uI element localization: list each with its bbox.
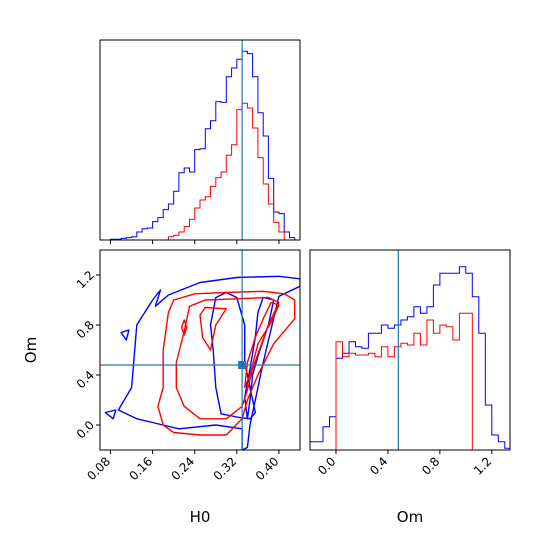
h0-histogram-panel (99, 39, 301, 244)
blue-histogram-series (310, 266, 510, 449)
panel-frame (99, 249, 301, 451)
x-tick-label: 0.08 (84, 454, 113, 483)
x-axis-label-om: Om (397, 508, 423, 526)
x-axis-label-h0: H0 (190, 508, 211, 526)
x-tick-label: 1.2 (471, 454, 494, 477)
red-contour-5 (157, 290, 296, 436)
h0-om-contour-panel: 0.08 0.16 0.24 0.32 0.40 0.0 0.4 0.8 1.2 (74, 249, 301, 483)
blue-contour-4 (120, 329, 130, 341)
contour-group (104, 275, 300, 450)
red-contour-9 (180, 319, 188, 336)
y-tick-label: 0.4 (74, 368, 97, 391)
red-contour-7 (199, 306, 227, 351)
y-axis-label-om: Om (22, 337, 40, 363)
panel-frame (99, 39, 301, 241)
red-histogram-series (100, 102, 300, 240)
histogram-series-group (100, 50, 300, 240)
truth-marker (238, 361, 247, 369)
y-tick-label: 0.8 (74, 318, 97, 341)
red-contour-6 (175, 296, 280, 420)
red-histogram-series (310, 312, 510, 450)
x-tick-label: 0.4 (367, 454, 390, 477)
blue-contour-3 (104, 409, 117, 420)
blue-contour-0 (117, 275, 300, 450)
blue-contour-1 (209, 291, 256, 420)
x-tick-label: 0.8 (419, 454, 442, 477)
x-tick-label: 0.32 (211, 454, 240, 483)
y-tick-label: 1.2 (74, 268, 97, 291)
x-tick-label: 0.16 (126, 454, 155, 483)
om-histogram-panel: 0.0 0.4 0.8 1.2 (309, 249, 511, 478)
blue-contour-2 (244, 296, 275, 420)
x-tick-label: 0.40 (253, 454, 282, 483)
blue-histogram-series (100, 50, 300, 240)
red-contour-8 (244, 301, 280, 389)
y-tick-label: 0.0 (74, 418, 97, 441)
x-tick-label: 0.24 (169, 454, 198, 483)
x-tick-label: 0.0 (315, 454, 338, 477)
histogram-series-group (310, 266, 510, 450)
panel-frame (309, 249, 511, 451)
